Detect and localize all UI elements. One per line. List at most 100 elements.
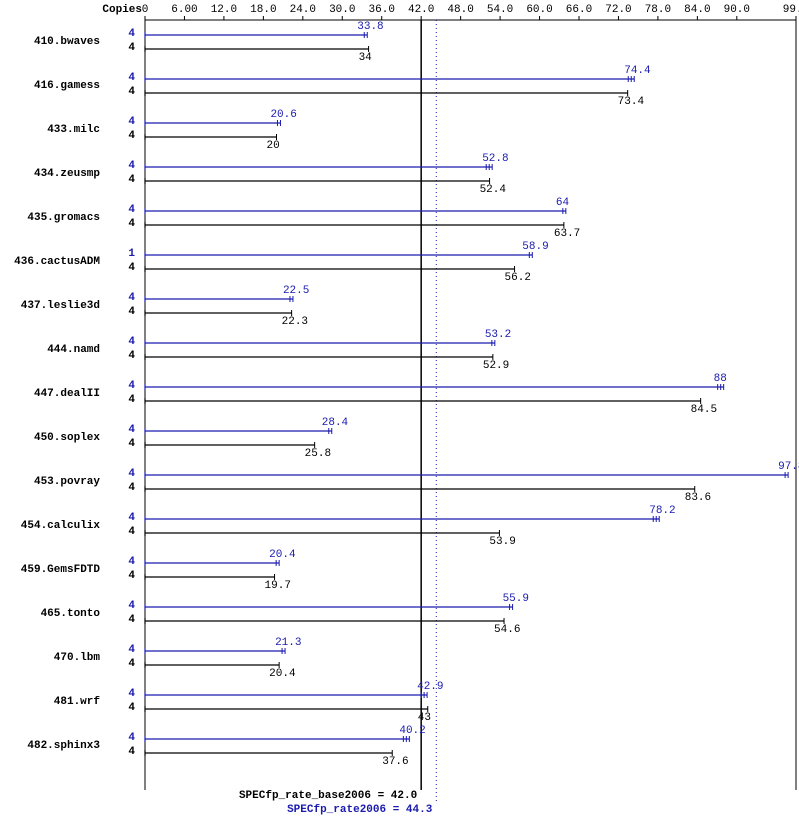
benchmark-name: 459.GemsFDTD [21, 564, 100, 576]
axis-tick-label: 90.0 [724, 4, 750, 16]
benchmark-name: 444.namd [47, 344, 100, 356]
axis-tick-label: 84.0 [684, 4, 710, 16]
base-value: 22.3 [282, 316, 308, 328]
axis-tick-label: 6.00 [171, 4, 197, 16]
copies-base: 4 [128, 746, 135, 758]
copies-peak: 4 [128, 688, 135, 700]
copies-peak: 4 [128, 72, 135, 84]
base-value: 25.8 [305, 448, 331, 460]
peak-value: 40.2 [399, 725, 425, 737]
spec-rate-chart: 06.0012.018.024.030.036.042.048.054.060.… [0, 0, 799, 831]
benchmark-name: 436.cactusADM [14, 256, 100, 268]
copies-peak: 4 [128, 292, 135, 304]
benchmark-name: 437.leslie3d [21, 300, 100, 312]
copies-base: 4 [128, 130, 135, 142]
peak-value: 28.4 [322, 417, 348, 429]
axis-tick-label: 36.0 [369, 4, 395, 16]
copies-peak: 4 [128, 600, 135, 612]
benchmark-name: 416.gamess [34, 80, 100, 92]
peak-value: 20.4 [269, 549, 295, 561]
copies-peak: 4 [128, 556, 135, 568]
copies-peak: 4 [128, 204, 135, 216]
base-value: 56.2 [505, 272, 531, 284]
copies-base: 4 [128, 306, 135, 318]
base-value: 83.6 [685, 492, 711, 504]
benchmark-name: 410.bwaves [34, 36, 100, 48]
copies-header: Copies [102, 4, 142, 16]
peak-value: 33.8 [357, 21, 383, 33]
copies-base: 4 [128, 394, 135, 406]
copies-base: 4 [128, 438, 135, 450]
benchmark-name: 482.sphinx3 [27, 740, 100, 752]
copies-base: 4 [128, 42, 135, 54]
ref-peak-label: SPECfp_rate2006 = 44.3 [287, 804, 432, 816]
peak-value: 20.6 [270, 109, 296, 121]
peak-value: 97.8 [778, 461, 799, 473]
benchmark-name: 465.tonto [41, 608, 100, 620]
copies-peak: 4 [128, 380, 135, 392]
axis-tick-label: 72.0 [605, 4, 631, 16]
copies-base: 4 [128, 174, 135, 186]
base-value: 37.6 [382, 756, 408, 768]
benchmark-name: 435.gromacs [27, 212, 100, 224]
base-value: 19.7 [265, 580, 291, 592]
axis-tick-label: 42.0 [408, 4, 434, 16]
copies-base: 4 [128, 482, 135, 494]
peak-value: 22.5 [283, 285, 309, 297]
benchmark-name: 434.zeusmp [34, 168, 100, 180]
copies-base: 4 [128, 702, 135, 714]
peak-value: 21.3 [275, 637, 301, 649]
copies-peak: 4 [128, 512, 135, 524]
benchmark-name: 450.soplex [34, 432, 100, 444]
copies-peak: 4 [128, 732, 135, 744]
copies-peak: 4 [128, 424, 135, 436]
axis-tick-label: 66.0 [566, 4, 592, 16]
base-value: 20.4 [269, 668, 295, 680]
axis-tick-label: 0 [142, 4, 149, 16]
copies-base: 4 [128, 350, 135, 362]
copies-peak: 4 [128, 336, 135, 348]
base-value: 52.4 [480, 184, 506, 196]
peak-value: 58.9 [522, 241, 548, 253]
copies-base: 4 [128, 526, 135, 538]
copies-peak: 4 [128, 116, 135, 128]
base-value: 84.5 [691, 404, 717, 416]
axis-tick-label: 48.0 [447, 4, 473, 16]
peak-value: 88 [714, 373, 727, 385]
copies-base: 4 [128, 658, 135, 670]
benchmark-name: 470.lbm [54, 652, 100, 664]
copies-base: 4 [128, 570, 135, 582]
base-value: 34 [359, 52, 372, 64]
peak-value: 74.4 [624, 65, 650, 77]
peak-value: 52.8 [482, 153, 508, 165]
base-value: 53.9 [489, 536, 515, 548]
benchmark-name: 481.wrf [54, 696, 100, 708]
copies-base: 4 [128, 262, 135, 274]
copies-peak: 4 [128, 644, 135, 656]
benchmark-name: 447.dealII [34, 388, 100, 400]
peak-value: 64 [556, 197, 569, 209]
copies-base: 4 [128, 86, 135, 98]
copies-base: 4 [128, 218, 135, 230]
base-value: 54.6 [494, 624, 520, 636]
axis-tick-label: 18.0 [250, 4, 276, 16]
base-value: 20 [267, 140, 280, 152]
axis-tick-label: 30.0 [329, 4, 355, 16]
axis-tick-label: 99.0 [783, 4, 799, 16]
peak-value: 78.2 [649, 505, 675, 517]
axis-tick-label: 24.0 [290, 4, 316, 16]
axis-tick-label: 78.0 [645, 4, 671, 16]
peak-value: 55.9 [503, 593, 529, 605]
base-value: 73.4 [618, 96, 644, 108]
benchmark-name: 454.calculix [21, 520, 100, 532]
copies-peak: 1 [128, 248, 135, 260]
peak-value: 42.9 [417, 681, 443, 693]
copies-base: 4 [128, 614, 135, 626]
benchmark-name: 433.milc [47, 124, 100, 136]
peak-value: 53.2 [485, 329, 511, 341]
base-value: 63.7 [554, 228, 580, 240]
ref-base-label: SPECfp_rate_base2006 = 42.0 [239, 790, 417, 802]
copies-peak: 4 [128, 28, 135, 40]
copies-peak: 4 [128, 160, 135, 172]
base-value: 52.9 [483, 360, 509, 372]
